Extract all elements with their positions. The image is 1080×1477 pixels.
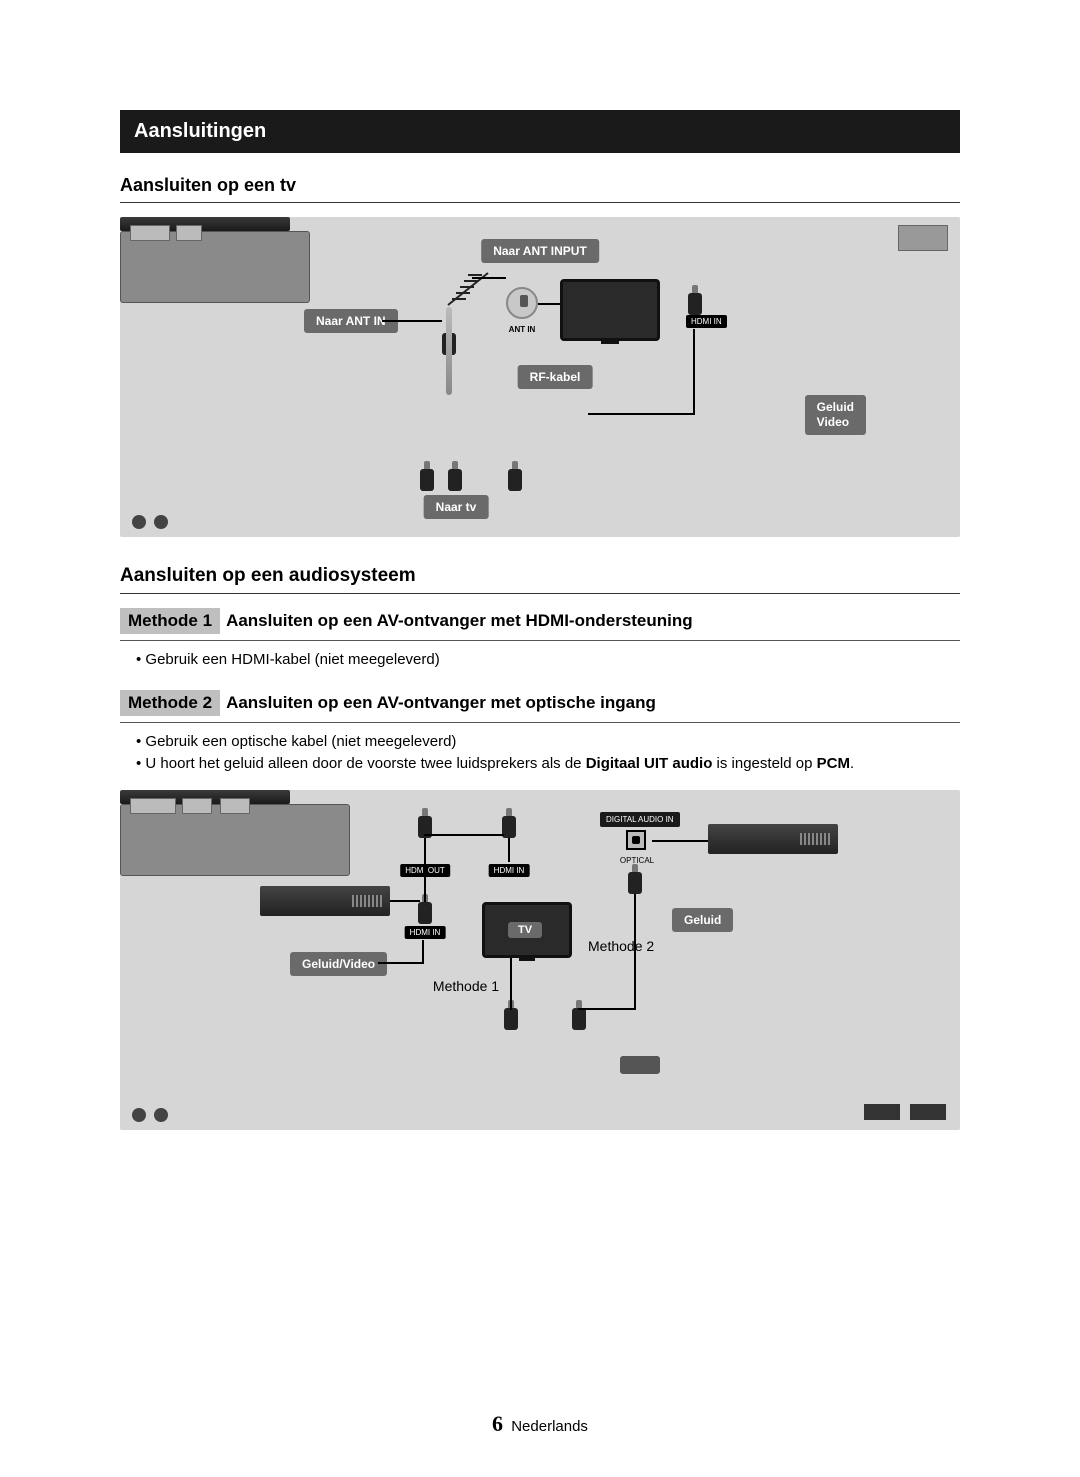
wire (472, 277, 506, 279)
method1-rule (120, 640, 960, 641)
label-hdmi-in: HDMI IN (489, 864, 530, 877)
audio-heading-rule (120, 593, 960, 594)
tv-icon (560, 279, 660, 341)
hdmi-plug-icon (688, 293, 702, 315)
label-geluid: Geluid (672, 908, 733, 932)
method2-bullets: Gebruik een optische kabel (niet meegele… (120, 731, 960, 776)
optical-port-icon (626, 830, 646, 850)
label-methode2: Methode 2 (588, 938, 654, 954)
antenna-icon (440, 265, 496, 309)
diagram-tv-connection: Naar ANT INPUT Naar ANT IN RF-kabel TV G… (120, 217, 960, 537)
plug-icon (504, 1008, 518, 1030)
text: is ingesteld op (712, 755, 816, 772)
method2-rule (120, 722, 960, 723)
manual-page: Aansluitingen Aansluiten op een tv Naar … (0, 0, 1080, 1477)
plug-icon (508, 469, 522, 491)
label-naar-ant-input: Naar ANT INPUT (481, 239, 599, 263)
plug-icon (448, 469, 462, 491)
wire (508, 838, 510, 862)
audio-heading: Aansluiten op een audiosysteem (120, 565, 960, 587)
diagram-audio-connection: HDMI OUT HDMI IN DIGITAL AUDIO IN OPTICA… (120, 790, 960, 1130)
method2-line: Methode 2 Aansluiten op een AV-ontvanger … (120, 690, 960, 716)
wire (390, 900, 420, 902)
label-tv2: TV (508, 922, 542, 938)
label-hdmi-in-small: HDMI IN (686, 315, 727, 328)
page-footer: 6 Nederlands (0, 1411, 1080, 1437)
plug-icon (572, 1008, 586, 1030)
label-ant-in-small: ANT IN (504, 323, 541, 336)
plug-icon (502, 816, 516, 838)
plug-icon (418, 902, 432, 924)
wire (422, 940, 424, 964)
text: U hoort het geluid alleen door de voorst… (145, 755, 585, 772)
amplifier1-icon (260, 886, 390, 916)
player-backpanel-icon (120, 231, 310, 303)
wire (424, 838, 426, 902)
method2-bullet-2: U hoort het geluid alleen door de voorst… (136, 753, 960, 776)
wire (382, 320, 442, 322)
amplifier2-icon (708, 824, 838, 854)
method1-badge: Methode 1 (120, 608, 220, 634)
text-bold: PCM (817, 755, 850, 772)
section-title-bar: Aansluitingen (120, 110, 960, 153)
method1-line: Methode 1 Aansluiten op een AV-ontvanger … (120, 608, 960, 634)
label-methode1: Methode 1 (433, 978, 499, 994)
method1-title: Aansluiten op een AV-ontvanger met HDMI-… (226, 611, 693, 630)
tv-heading-rule (120, 202, 960, 203)
label-naar-tv: Naar tv (424, 495, 489, 519)
page-number: 6 (492, 1411, 503, 1436)
method1-bullets: Gebruik een HDMI-kabel (niet meegeleverd… (120, 649, 960, 672)
wire (634, 894, 636, 1010)
wire (588, 413, 694, 415)
label-hdmi-in2: HDMI IN (405, 926, 446, 939)
splitter-icon (506, 287, 538, 319)
method2-badge: Methode 2 (120, 690, 220, 716)
label-geluid-video2: Geluid/Video (290, 952, 387, 976)
adapter-icon (620, 1056, 660, 1074)
wire (424, 834, 504, 836)
wire (652, 840, 708, 842)
label-digital-audio-in: DIGITAL AUDIO IN (600, 812, 680, 827)
text-bold: Digitaal UIT audio (586, 755, 713, 772)
footer-lang: Nederlands (511, 1418, 588, 1435)
wire (693, 329, 695, 415)
wire (538, 303, 560, 305)
section-title: Aansluitingen (134, 120, 266, 142)
text: . (850, 755, 854, 772)
wire (510, 958, 512, 1010)
label-rf-kabel: RF-kabel (518, 365, 593, 389)
plug-icon (420, 469, 434, 491)
method1-bullet: Gebruik een HDMI-kabel (niet meegeleverd… (136, 649, 960, 672)
rf-cable (446, 307, 452, 395)
method2-bullet-1: Gebruik een optische kabel (niet meegele… (136, 731, 960, 754)
player-backpanel2-icon (120, 804, 350, 876)
wire (378, 962, 422, 964)
optical-plug-icon (628, 872, 642, 894)
tv-heading: Aansluiten op een tv (120, 175, 960, 196)
label-geluid-video: Geluid Video (805, 395, 866, 435)
wire (578, 1008, 636, 1010)
method2-title: Aansluiten op een AV-ontvanger met optis… (226, 693, 656, 712)
